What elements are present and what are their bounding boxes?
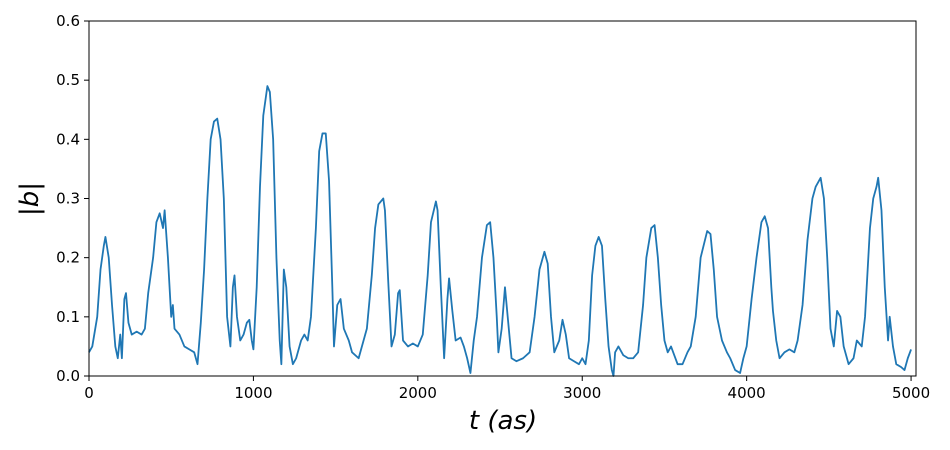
plot-frame <box>88 20 917 377</box>
y-tick-label: 0.6 <box>56 12 80 30</box>
x-tick-label: 2000 <box>399 384 437 402</box>
x-tick-label: 3000 <box>563 384 601 402</box>
y-tick-label: 0.5 <box>56 71 80 89</box>
y-axis-label: |b| <box>15 182 45 216</box>
y-tick-label: 0.4 <box>56 130 80 148</box>
y-tick-label: 0.0 <box>56 367 80 385</box>
x-axis-label: t (as) <box>469 406 537 436</box>
data-line <box>88 85 912 377</box>
x-tick-label: 5000 <box>892 384 930 402</box>
y-tick-label: 0.2 <box>56 249 80 267</box>
y-tick-label: 0.1 <box>56 308 80 326</box>
x-tick-label: 4000 <box>728 384 766 402</box>
x-tick-label: 0 <box>84 384 94 402</box>
x-tick-label: 1000 <box>234 384 272 402</box>
y-tick-label: 0.3 <box>56 190 80 208</box>
